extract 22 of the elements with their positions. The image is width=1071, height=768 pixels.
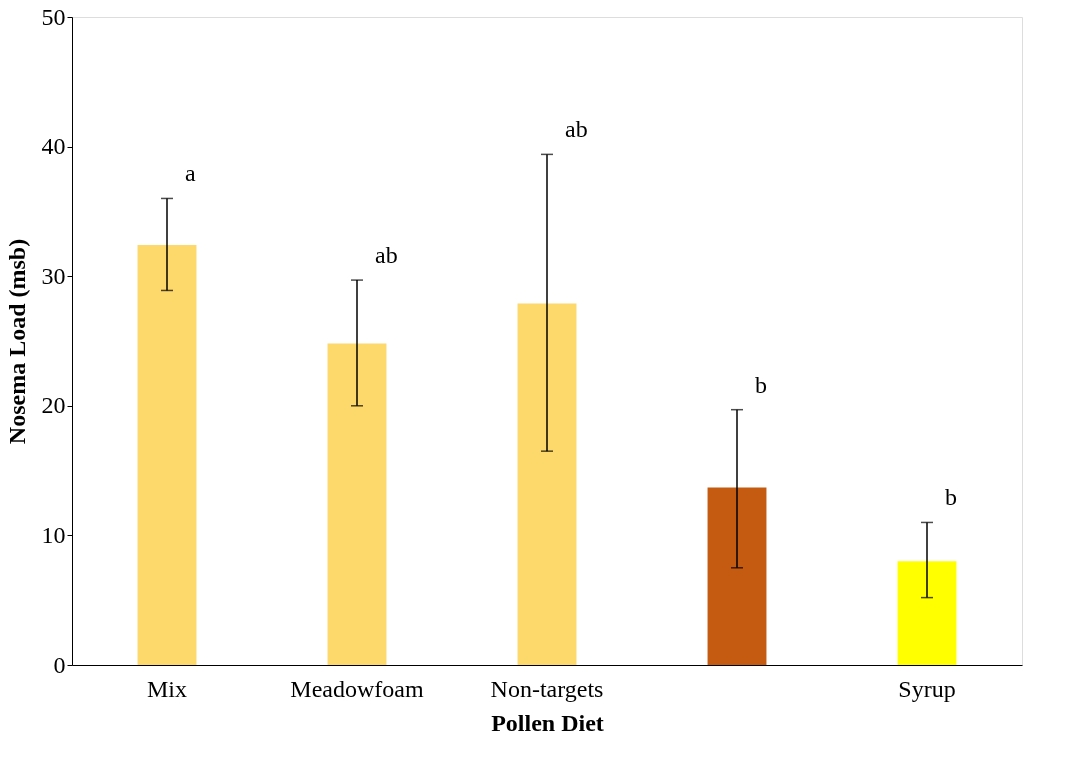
x-tick-label: Mix (146, 675, 188, 702)
x-tick-label: Syrup (898, 675, 956, 702)
bar (707, 487, 767, 665)
bar (137, 245, 197, 665)
x-axis-title: Pollen Diet (491, 709, 604, 736)
y-tick-label: 30 (41, 262, 66, 289)
annotation: a (185, 160, 196, 187)
y-tick-label: 40 (41, 133, 66, 160)
x-tick-label: Meadowfoam (290, 675, 424, 702)
bar (897, 561, 957, 665)
bar (327, 343, 387, 665)
annotation: ab (565, 116, 588, 143)
x-tick-label: Non-targets (490, 675, 604, 702)
annotation: b (755, 371, 767, 398)
y-tick-label: 0 (53, 651, 66, 678)
y-axis-title: Nosema Load (msb) (3, 238, 30, 445)
annotation: ab (375, 242, 398, 269)
y-tick-label: 20 (41, 392, 66, 419)
y-tick-label: 10 (41, 521, 66, 548)
y-tick-label: 50 (41, 3, 66, 30)
bar (517, 303, 577, 665)
annotation: b (945, 484, 957, 511)
